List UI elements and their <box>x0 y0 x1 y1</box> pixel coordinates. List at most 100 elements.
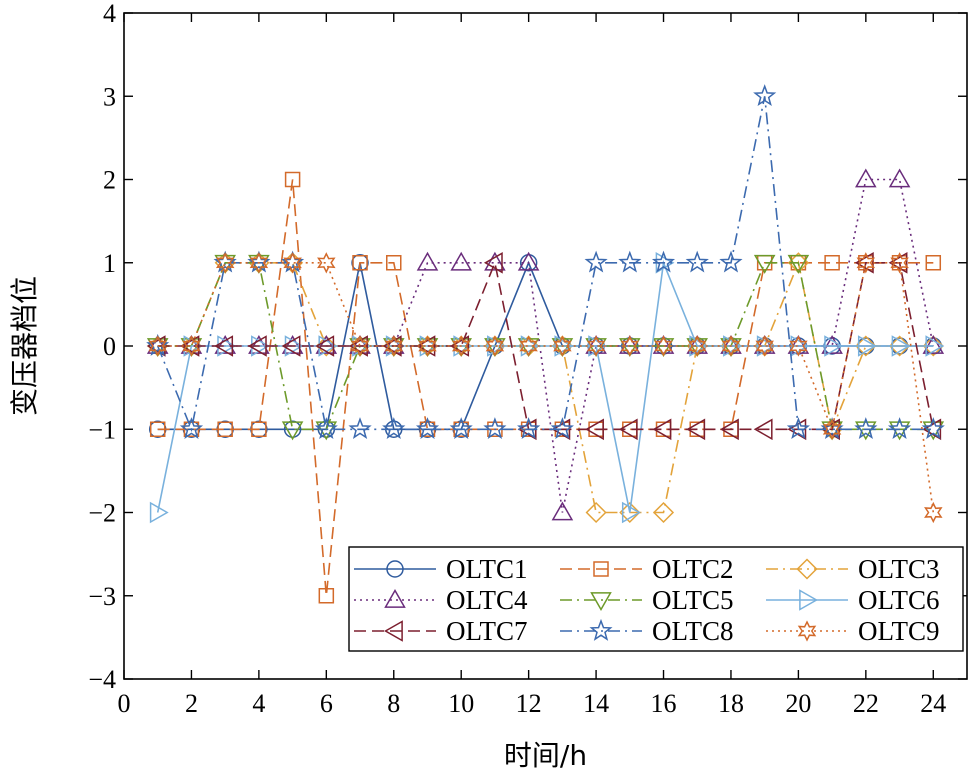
data-point-oltc8 <box>921 417 945 440</box>
data-point-oltc4 <box>517 251 540 271</box>
data-point-oltc7 <box>416 335 436 357</box>
x-tick-label: 18 <box>718 689 744 718</box>
data-point-oltc9 <box>856 252 876 274</box>
legend-marker <box>797 620 817 642</box>
data-point-oltc9 <box>384 335 404 357</box>
legend-marker <box>589 618 613 641</box>
data-point-oltc6 <box>621 501 641 524</box>
data-point-oltc2 <box>183 421 200 437</box>
data-point-oltc8 <box>449 417 473 440</box>
data-point-oltc1 <box>283 420 302 438</box>
legend-marker <box>799 589 819 611</box>
data-point-oltc9 <box>451 335 471 357</box>
legend-label: OLTC7 <box>446 616 528 646</box>
y-tick-label: 0 <box>103 332 116 361</box>
x-tick-label: 2 <box>185 689 198 718</box>
data-point-oltc4 <box>416 251 439 271</box>
data-point-oltc5 <box>281 421 304 441</box>
x-tick-label: 0 <box>118 689 131 718</box>
data-point-oltc5 <box>753 254 776 274</box>
data-point-oltc7 <box>281 335 301 357</box>
data-point-oltc6 <box>318 335 338 357</box>
data-point-oltc9 <box>418 335 437 357</box>
data-point-oltc9 <box>182 335 201 357</box>
x-tick-label: 16 <box>651 689 677 718</box>
x-tick-label: 22 <box>853 689 879 718</box>
data-point-oltc6 <box>352 335 372 357</box>
data-point-oltc8 <box>517 417 541 440</box>
legend-marker <box>383 620 403 642</box>
data-point-oltc9 <box>350 335 370 357</box>
data-point-oltc8 <box>415 417 440 440</box>
data-point-oltc4 <box>315 334 338 354</box>
data-point-oltc6 <box>689 335 709 357</box>
data-point-oltc6 <box>385 335 405 357</box>
legend-item-oltc5: OLTC5 <box>560 585 734 615</box>
data-point-oltc9 <box>654 335 673 357</box>
x-tick-label: 8 <box>387 689 400 718</box>
data-point-oltc4 <box>855 168 877 188</box>
legend-item-oltc8: OLTC8 <box>560 616 734 646</box>
legend-label: OLTC1 <box>446 554 528 584</box>
data-point-oltc7 <box>180 335 200 357</box>
legend-item-oltc9: OLTC9 <box>766 616 940 646</box>
legend-item-oltc6: OLTC6 <box>766 585 940 615</box>
data-point-oltc4 <box>551 501 574 521</box>
data-point-oltc8 <box>786 417 810 440</box>
data-point-oltc9 <box>553 335 572 357</box>
data-point-oltc4 <box>281 334 304 354</box>
data-point-oltc3 <box>619 501 641 524</box>
y-tick-label: 3 <box>103 82 116 111</box>
data-point-oltc9 <box>789 335 808 357</box>
data-point-oltc6 <box>925 335 945 357</box>
data-point-oltc9 <box>586 335 606 357</box>
x-tick-label: 10 <box>448 689 474 718</box>
data-point-oltc2 <box>352 255 368 271</box>
y-axis-title: 变压器档位 <box>8 276 41 416</box>
legend-item-oltc7: OLTC7 <box>354 616 528 646</box>
y-tick-label: −3 <box>88 582 116 611</box>
data-point-oltc7 <box>214 335 234 357</box>
data-point-oltc4 <box>922 334 945 354</box>
data-point-oltc7 <box>450 335 470 357</box>
data-point-oltc3 <box>652 501 675 524</box>
y-tick-label: 1 <box>103 249 116 278</box>
plot-marks <box>146 84 945 604</box>
data-point-oltc3 <box>922 335 944 357</box>
data-point-oltc9 <box>283 252 302 274</box>
data-point-oltc7 <box>348 335 368 357</box>
data-point-oltc8 <box>550 417 574 440</box>
data-point-oltc8 <box>483 417 507 440</box>
data-point-oltc4 <box>484 251 506 271</box>
y-tick-label: 2 <box>103 166 116 195</box>
data-point-oltc9 <box>822 418 842 441</box>
legend-box <box>348 546 964 652</box>
data-point-oltc4 <box>214 334 236 354</box>
series-line-oltc5 <box>157 262 934 431</box>
data-point-oltc8 <box>179 417 204 440</box>
x-tick-label: 14 <box>583 689 609 718</box>
x-tick-label: 24 <box>920 689 946 718</box>
legend-item-oltc4: OLTC4 <box>354 585 528 615</box>
data-point-oltc3 <box>889 335 911 357</box>
legend-marker <box>590 592 612 612</box>
legend-marker <box>796 558 818 580</box>
data-point-oltc6 <box>588 335 608 357</box>
legend-label: OLTC9 <box>858 616 940 646</box>
x-tick-label: 20 <box>785 689 811 718</box>
data-point-oltc2 <box>386 255 402 271</box>
data-point-oltc7 <box>315 335 335 357</box>
legend-label: OLTC5 <box>652 585 734 615</box>
data-point-oltc5 <box>855 421 877 441</box>
data-point-oltc4 <box>248 334 270 354</box>
data-point-oltc7 <box>888 252 908 274</box>
legend-label: OLTC6 <box>858 585 940 615</box>
y-tick-label: 4 <box>103 0 116 28</box>
data-point-oltc8 <box>719 250 743 273</box>
data-point-oltc2 <box>149 421 166 437</box>
data-point-oltc5 <box>787 254 810 274</box>
data-point-oltc9 <box>721 335 741 357</box>
legend-marker <box>384 588 406 608</box>
